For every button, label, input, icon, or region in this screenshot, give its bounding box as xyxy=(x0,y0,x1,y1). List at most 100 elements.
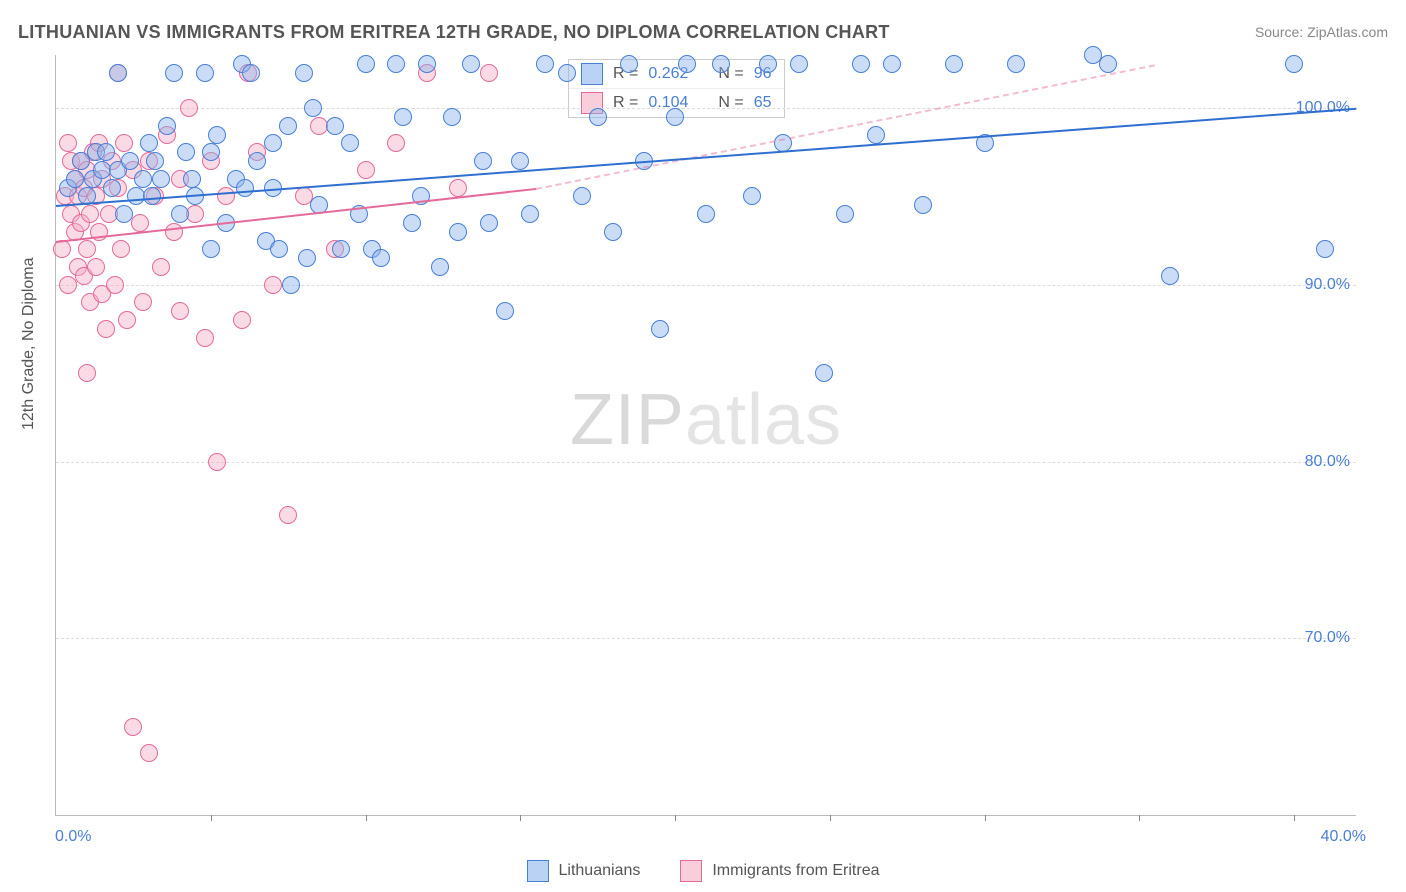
data-point-pink xyxy=(134,293,152,311)
data-point-blue xyxy=(394,108,412,126)
gridline-h xyxy=(56,462,1356,463)
data-point-blue xyxy=(326,117,344,135)
data-point-blue xyxy=(183,170,201,188)
x-tick xyxy=(211,815,212,821)
data-point-pink xyxy=(53,240,71,258)
data-point-blue xyxy=(536,55,554,73)
chart-title: LITHUANIAN VS IMMIGRANTS FROM ERITREA 12… xyxy=(18,22,890,43)
watermark-thin: atlas xyxy=(685,380,842,460)
data-point-blue xyxy=(242,64,260,82)
data-point-pink xyxy=(264,276,282,294)
legend-swatch-blue xyxy=(527,860,549,882)
data-point-blue xyxy=(152,170,170,188)
legend-swatch-pink xyxy=(680,860,702,882)
data-point-pink xyxy=(196,329,214,347)
data-point-blue xyxy=(790,55,808,73)
x-tick xyxy=(520,815,521,821)
x-tick xyxy=(366,815,367,821)
data-point-blue xyxy=(651,320,669,338)
data-point-blue xyxy=(140,134,158,152)
data-point-blue xyxy=(134,170,152,188)
data-point-pink xyxy=(233,311,251,329)
legend-label: Lithuanians xyxy=(559,862,641,880)
data-point-pink xyxy=(186,205,204,223)
data-point-blue xyxy=(558,64,576,82)
x-axis-min-label: 0.0% xyxy=(55,828,91,846)
data-point-blue xyxy=(474,152,492,170)
data-point-blue xyxy=(196,64,214,82)
data-point-blue xyxy=(264,134,282,152)
y-tick-label: 80.0% xyxy=(1305,453,1350,471)
data-point-pink xyxy=(449,179,467,197)
data-point-blue xyxy=(121,152,139,170)
data-point-blue xyxy=(480,214,498,232)
data-point-pink xyxy=(152,258,170,276)
data-point-blue xyxy=(443,108,461,126)
x-tick xyxy=(985,815,986,821)
data-point-blue xyxy=(171,205,189,223)
data-point-blue xyxy=(589,108,607,126)
watermark: ZIPatlas xyxy=(570,379,842,461)
data-point-blue xyxy=(248,152,266,170)
data-point-pink xyxy=(279,506,297,524)
data-point-blue xyxy=(97,143,115,161)
stats-swatch-blue xyxy=(581,63,603,85)
data-point-blue xyxy=(697,205,715,223)
data-point-blue xyxy=(852,55,870,73)
data-point-blue xyxy=(341,134,359,152)
data-point-blue xyxy=(712,55,730,73)
data-point-blue xyxy=(304,99,322,117)
data-point-pink xyxy=(59,134,77,152)
data-point-pink xyxy=(208,453,226,471)
data-point-blue xyxy=(418,55,436,73)
data-point-blue xyxy=(678,55,696,73)
data-point-blue xyxy=(620,55,638,73)
data-point-blue xyxy=(146,152,164,170)
data-point-blue xyxy=(177,143,195,161)
y-tick-label: 90.0% xyxy=(1305,276,1350,294)
data-point-blue xyxy=(357,55,375,73)
data-point-pink xyxy=(171,302,189,320)
data-point-pink xyxy=(78,364,96,382)
scatter-plot-area: ZIPatlas R =0.262N =96R =0.104N =65 70.0… xyxy=(55,55,1356,816)
data-point-blue xyxy=(815,364,833,382)
legend-item-blue: Lithuanians xyxy=(527,860,641,882)
data-point-pink xyxy=(97,320,115,338)
data-point-blue xyxy=(914,196,932,214)
data-point-pink xyxy=(106,276,124,294)
x-tick xyxy=(1139,815,1140,821)
data-point-blue xyxy=(521,205,539,223)
data-point-pink xyxy=(118,311,136,329)
data-point-pink xyxy=(115,134,133,152)
data-point-blue xyxy=(883,55,901,73)
stats-r-label: R = xyxy=(613,94,638,112)
data-point-blue xyxy=(202,240,220,258)
data-point-blue xyxy=(282,276,300,294)
y-tick-label: 70.0% xyxy=(1305,629,1350,647)
data-point-pink xyxy=(217,187,235,205)
data-point-blue xyxy=(298,249,316,267)
data-point-blue xyxy=(158,117,176,135)
x-tick xyxy=(830,815,831,821)
data-point-blue xyxy=(1007,55,1025,73)
gridline-h xyxy=(56,638,1356,639)
data-point-blue xyxy=(1285,55,1303,73)
data-point-blue xyxy=(496,302,514,320)
data-point-blue xyxy=(867,126,885,144)
data-point-pink xyxy=(78,240,96,258)
data-point-blue xyxy=(109,64,127,82)
data-point-blue xyxy=(1316,240,1334,258)
stats-n-value: 65 xyxy=(754,94,772,112)
data-point-blue xyxy=(836,205,854,223)
x-tick xyxy=(675,815,676,821)
data-point-blue xyxy=(115,205,133,223)
data-point-blue xyxy=(279,117,297,135)
stats-row: R =0.262N =96 xyxy=(569,60,784,88)
data-point-pink xyxy=(131,214,149,232)
x-axis-max-label: 40.0% xyxy=(1321,828,1366,846)
legend-item-pink: Immigrants from Eritrea xyxy=(680,860,879,882)
data-point-blue xyxy=(236,179,254,197)
data-point-blue xyxy=(743,187,761,205)
data-point-blue xyxy=(403,214,421,232)
data-point-blue xyxy=(449,223,467,241)
